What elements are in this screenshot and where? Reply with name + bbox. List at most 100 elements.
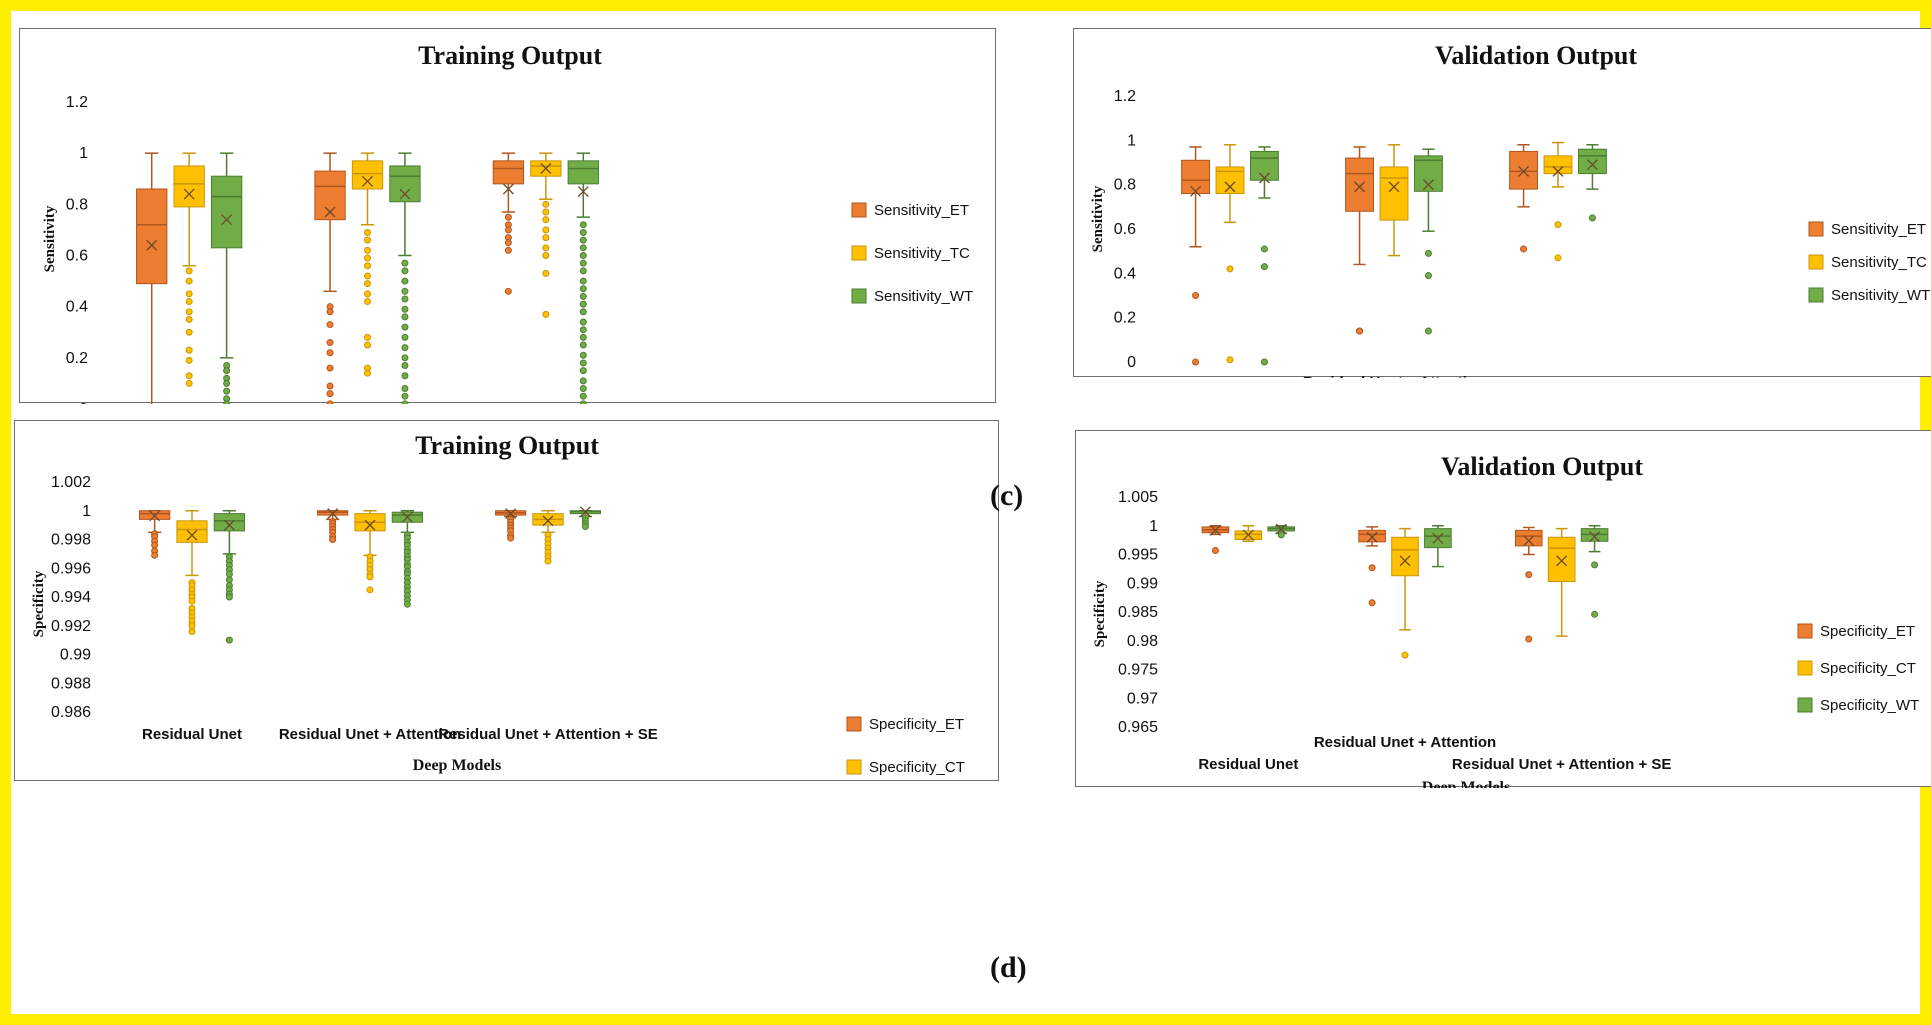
outlier-point (364, 298, 371, 306)
mean-marker (1399, 555, 1411, 567)
box-sensitivity-wt (1250, 146, 1279, 366)
mean-marker (1523, 535, 1535, 547)
mean-marker (1190, 185, 1202, 197)
outlier-point (579, 318, 587, 326)
y-tick-label: 0 (79, 401, 88, 404)
outlier-point (225, 570, 233, 578)
y-tick-label: 0.2 (66, 350, 88, 367)
y-tick-label: 0.4 (66, 299, 88, 316)
outlier-point (185, 346, 193, 354)
outlier-point (504, 226, 512, 234)
outlier-point (401, 362, 409, 370)
category-label: Residual Unet + Attention (1314, 734, 1496, 751)
outlier-point (223, 387, 231, 395)
legend-item: Specificity_CT (846, 759, 965, 776)
y-tick-label: 0.998 (51, 532, 91, 549)
outlier-point (401, 344, 409, 352)
outlier-point (401, 295, 409, 303)
mean-marker (364, 519, 376, 531)
outlier-point (1356, 327, 1364, 335)
outlier-point (542, 252, 550, 259)
legend-label: Specificity_ET (1820, 623, 1915, 640)
outlier-point (364, 290, 371, 298)
outlier-point (579, 221, 587, 229)
box-sensitivity-tc (173, 152, 205, 387)
mean-marker (505, 508, 517, 520)
outlier-point (1226, 356, 1234, 364)
box-iqr (1514, 529, 1543, 547)
outlier-point (1424, 327, 1432, 335)
outlier-point (1588, 214, 1596, 222)
outlier-point (401, 400, 409, 404)
legend-swatch (851, 202, 867, 218)
mean-marker (579, 506, 591, 518)
mean-marker (1242, 529, 1254, 541)
x-axis-label: Deep Models (1422, 779, 1510, 788)
chart-svg: Validation Output 0.965 0.97 0.975 0.98 0.985… (1092, 452, 1919, 788)
outlier-point (326, 390, 334, 398)
outlier-point (188, 622, 196, 630)
box-sensitivity-wt (389, 152, 421, 404)
legend-item: Sensitivity_ET (851, 202, 969, 219)
y-tick-label: 0.994 (51, 589, 91, 606)
box-iqr (176, 520, 208, 543)
outlier-point (579, 277, 587, 285)
outlier-point (364, 262, 371, 270)
legend-item: Sensitivity_TC (851, 245, 970, 262)
outlier-point (223, 379, 231, 387)
box-specificity-wt (1424, 525, 1452, 568)
box-specificity-wt (569, 506, 602, 531)
y-tick-label: 0.8 (1114, 177, 1136, 194)
outlier-point (185, 267, 193, 275)
box-iqr (351, 160, 384, 190)
y-tick-label: 1.2 (66, 94, 88, 111)
box-iqr (567, 160, 599, 185)
legend-label: Specificity_ET (869, 716, 964, 733)
outlier-point (366, 586, 374, 594)
outlier-point (504, 287, 512, 295)
box-iqr (1578, 148, 1607, 175)
outlier-point (364, 341, 371, 349)
y-tick-label: 0.975 (1118, 662, 1158, 679)
box-iqr (136, 188, 168, 285)
legend-label: Specificity_WT (1820, 697, 1919, 714)
mean-marker (1258, 172, 1270, 184)
outlier-point (185, 356, 193, 364)
outlier-point (185, 298, 193, 306)
outlier-point (1591, 610, 1599, 618)
outlier-point (1260, 358, 1268, 366)
y-tick-label: 0 (1127, 354, 1136, 371)
box-iqr (1509, 150, 1538, 190)
mean-marker (223, 519, 235, 531)
mean-marker (540, 163, 552, 174)
box-specificity-et (138, 510, 171, 559)
outlier-point (1554, 254, 1562, 262)
y-tick-label: 0.6 (1114, 221, 1136, 238)
y-tick-label: 0.99 (1127, 575, 1158, 592)
mean-marker (1366, 531, 1378, 543)
box-specificity-et (1358, 526, 1386, 607)
outlier-point (1554, 221, 1562, 229)
category-label: Residual Unet + Attention (1303, 374, 1485, 378)
box-iqr (173, 165, 205, 208)
legend-item: Sensitivity_WT (851, 288, 973, 305)
y-tick-label: 0.8 (66, 196, 88, 213)
y-tick-label: 1.002 (51, 474, 91, 491)
box-specificity-et (494, 508, 527, 542)
outlier-point (1525, 571, 1533, 579)
box-specificity-wt (213, 510, 246, 644)
outlier-point (544, 557, 552, 565)
mean-marker (502, 183, 514, 195)
legend-swatch (1808, 221, 1824, 237)
y-tick-label: 0.98 (1127, 633, 1158, 650)
box-iqr (210, 175, 243, 249)
mean-marker (399, 188, 411, 200)
legend-label: Sensitivity_TC (1831, 254, 1927, 271)
mean-marker (327, 508, 339, 520)
outlier-point (579, 244, 587, 252)
outlier-point (1211, 546, 1219, 554)
mean-marker (1354, 181, 1366, 193)
x-axis-label: Deep Models (413, 757, 501, 774)
box-sensitivity-wt (567, 152, 599, 404)
category-label: Residual Unet + Attention (279, 726, 461, 743)
